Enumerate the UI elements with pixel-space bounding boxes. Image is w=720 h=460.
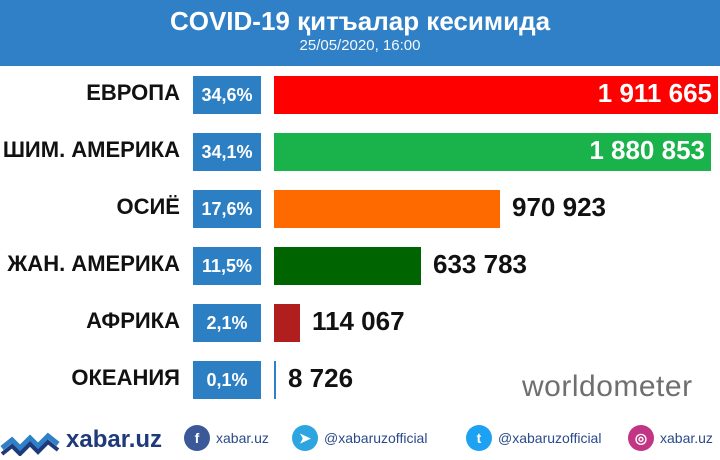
bar-row: ОКЕАНИЯ 0,1% 8 726 bbox=[0, 359, 720, 403]
bar-chart: ЕВРОПА 34,6% 1 911 665 ШИМ. АМЕРИКА 34,1% 1 8… bbox=[0, 74, 720, 404]
bar-row: ОСИЁ 17,6% 970 923 bbox=[0, 188, 720, 232]
category-label: ОСИЁ bbox=[116, 194, 180, 219]
category-label: ЖАН. АМЕРИКА bbox=[7, 251, 180, 276]
facebook-icon: f bbox=[184, 425, 210, 451]
footer: xabar.uz f xabar.uz ➤ @xabaruzofficial t @x… bbox=[0, 414, 720, 460]
bar bbox=[274, 190, 500, 228]
value-label: 1 911 665 bbox=[597, 78, 712, 108]
facebook-link[interactable]: f xabar.uz bbox=[184, 425, 269, 451]
category-label: АФРИКА bbox=[86, 308, 180, 333]
value-label: 1 880 853 bbox=[589, 135, 705, 165]
telegram-icon: ➤ bbox=[292, 425, 318, 451]
bar-row: ЖАН. АМЕРИКА 11,5% 633 783 bbox=[0, 245, 720, 289]
bar bbox=[274, 247, 421, 285]
header-banner: COVID-19 қитъалар кесимида 25/05/2020, 1… bbox=[0, 0, 720, 66]
percent-badge: 11,5% bbox=[193, 247, 261, 285]
value-label: 970 923 bbox=[512, 192, 606, 222]
bar bbox=[274, 361, 276, 399]
percent-badge: 34,6% bbox=[193, 76, 261, 114]
percent-badge: 2,1% bbox=[193, 304, 261, 342]
bar bbox=[274, 304, 300, 342]
value-label: 114 067 bbox=[312, 306, 405, 336]
percent-badge: 34,1% bbox=[193, 133, 261, 171]
instagram-link[interactable]: ◎ xabar.uz bbox=[628, 425, 713, 451]
value-label: 8 726 bbox=[288, 363, 354, 393]
brand-name: xabar.uz bbox=[66, 426, 163, 453]
bar-row: ЕВРОПА 34,6% 1 911 665 bbox=[0, 74, 720, 118]
xabar-logo-icon bbox=[0, 432, 60, 456]
category-label: ЕВРОПА bbox=[86, 80, 180, 105]
bar-row: ШИМ. АМЕРИКА 34,1% 1 880 853 bbox=[0, 131, 720, 175]
value-label: 633 783 bbox=[433, 249, 527, 279]
worldometer-watermark: worldometer bbox=[522, 370, 693, 403]
twitter-link[interactable]: t @xabaruzofficial bbox=[466, 425, 601, 451]
bar bbox=[274, 133, 711, 171]
bar-row: АФРИКА 2,1% 114 067 bbox=[0, 302, 720, 346]
percent-badge: 0,1% bbox=[193, 361, 261, 399]
instagram-icon: ◎ bbox=[628, 425, 654, 451]
telegram-link[interactable]: ➤ @xabaruzofficial bbox=[292, 425, 427, 451]
chart-subtitle: 25/05/2020, 16:00 bbox=[299, 37, 421, 54]
category-label: ШИМ. АМЕРИКА bbox=[2, 137, 180, 162]
twitter-icon: t bbox=[466, 425, 492, 451]
category-label: ОКЕАНИЯ bbox=[71, 365, 180, 390]
percent-badge: 17,6% bbox=[193, 190, 261, 228]
bar bbox=[274, 76, 718, 114]
chart-title: COVID-19 қитъалар кесимида bbox=[169, 6, 551, 36]
